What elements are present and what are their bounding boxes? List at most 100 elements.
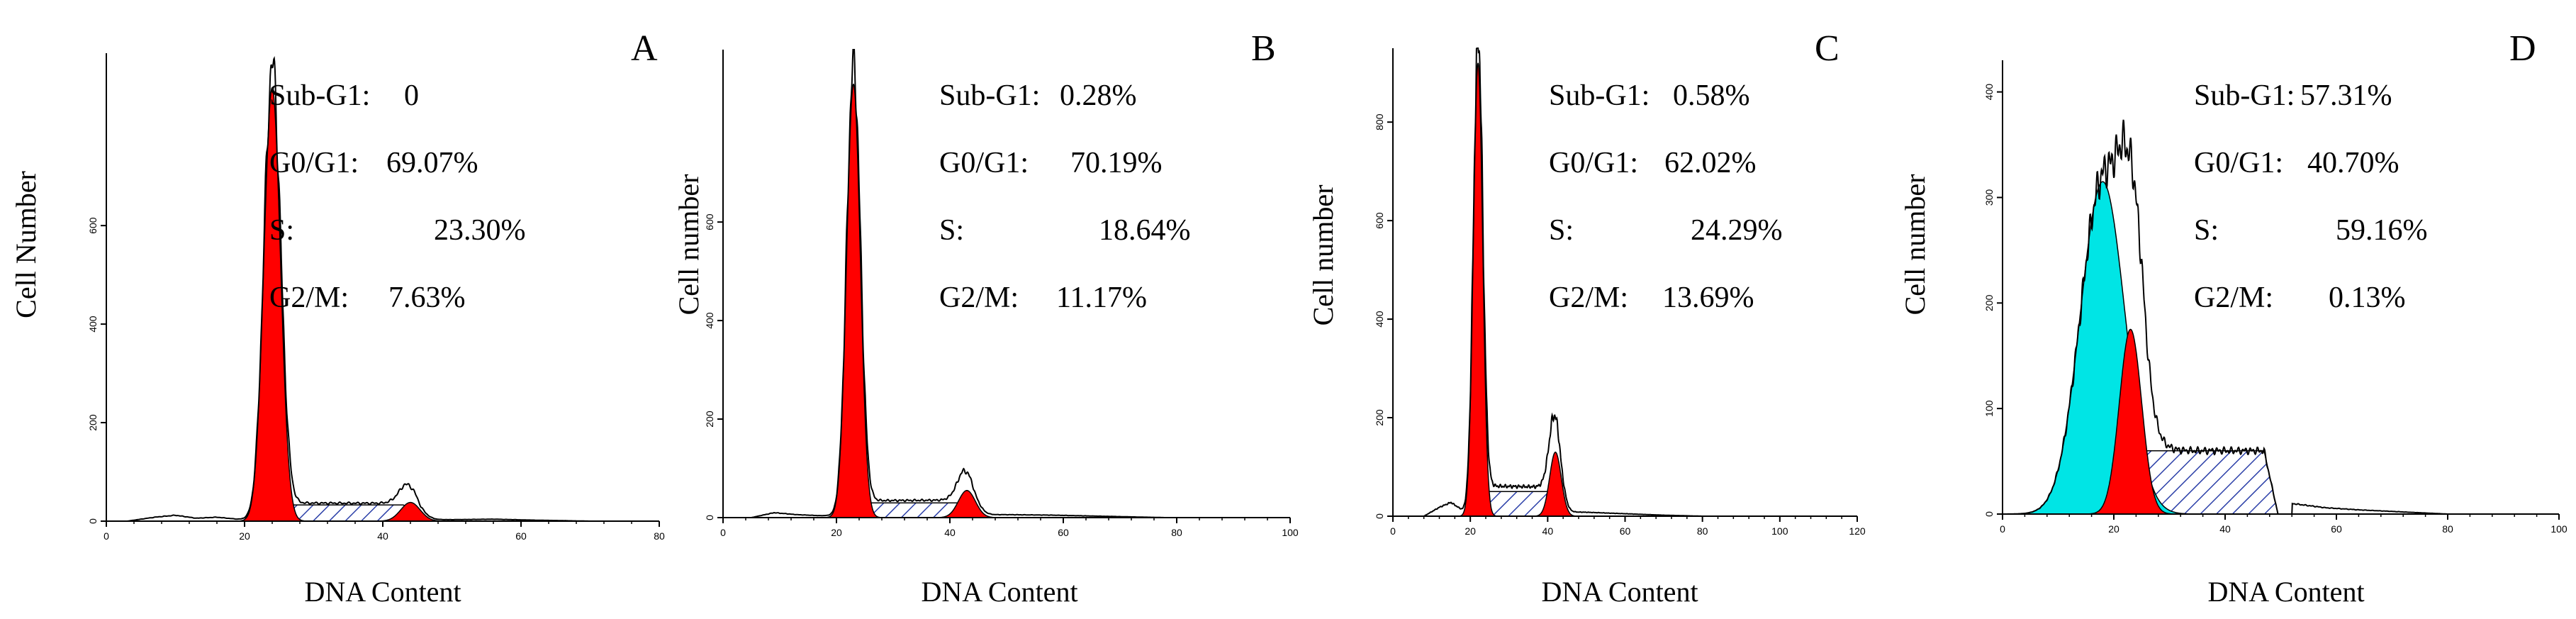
x-tick-label: 40 xyxy=(1542,525,1554,537)
y-tick-label: 600 xyxy=(87,217,99,234)
x-tick-label: 60 xyxy=(515,530,527,542)
panel-letter: A xyxy=(631,28,658,69)
histogram xyxy=(106,55,659,522)
g1-peak xyxy=(2085,328,2176,515)
x-tick-label: 40 xyxy=(944,527,956,538)
y-tick-label: 800 xyxy=(1374,113,1385,130)
y-tick-label: 600 xyxy=(1374,212,1385,229)
y-tick-label: 0 xyxy=(1374,513,1385,519)
annotation-value: 40.70% xyxy=(2307,147,2399,179)
annotation-label: G0/G1: xyxy=(939,147,1029,179)
y-tick-label: 300 xyxy=(1983,189,1995,206)
y-tick-label: 200 xyxy=(87,414,99,431)
g1-peak xyxy=(825,83,882,518)
annotation-label: S: xyxy=(1549,214,1574,247)
x-axis: 0 20 40 60 80 xyxy=(103,520,665,542)
annotation-label: G2/M: xyxy=(939,281,1019,314)
panel-a: A Cell Number DNA Content 0 20 40 60 80 … xyxy=(10,28,665,608)
y-tick-label: 0 xyxy=(87,518,99,524)
y-tick-label: 100 xyxy=(1983,400,1995,417)
x-axis-label: DNA Content xyxy=(921,576,1077,608)
annotations: Sub-G1: 0.58% G0/G1: 62.02% S: 24.29% G2… xyxy=(1549,79,1783,314)
panel-c: C Cell number DNA Content 0 20 40 60 80 … xyxy=(1307,28,1866,608)
x-axis: 0 20 40 60 80 100 xyxy=(2000,513,2567,535)
annotation-label: G0/G1: xyxy=(269,147,359,179)
x-tick-label: 100 xyxy=(1771,525,1788,537)
x-axis: 0 20 40 60 80 100 xyxy=(720,517,1299,538)
y-axis-label: Cell number xyxy=(673,174,705,316)
annotation-value: 0 xyxy=(404,79,419,112)
y-tick-label: 600 xyxy=(704,213,715,230)
x-tick-label: 20 xyxy=(2108,523,2119,535)
x-axis-label: DNA Content xyxy=(2207,576,2364,608)
panel-letter: B xyxy=(1251,28,1276,69)
x-tick-label: 40 xyxy=(2219,523,2231,535)
panel-d: D Cell number DNA Content 0 20 40 60 80 … xyxy=(1899,28,2567,608)
x-tick-label: 0 xyxy=(2000,523,2005,535)
x-tick-label: 100 xyxy=(2550,523,2567,535)
panel-b: B Cell number DNA Content 0 20 40 60 80 … xyxy=(673,28,1299,608)
annotation-value: 24.29% xyxy=(1691,214,1783,247)
y-tick-label: 200 xyxy=(1983,294,1995,311)
panel-letter: D xyxy=(2509,28,2536,69)
annotations: Sub-G1: 0 G0/G1: 69.07% S: 23.30% G2/M: … xyxy=(269,79,526,314)
x-tick-label: 20 xyxy=(831,527,842,538)
x-tick-label: 60 xyxy=(1058,527,1069,538)
y-axis-label: Cell Number xyxy=(10,171,42,318)
x-tick-label: 100 xyxy=(1282,527,1299,538)
x-axis-label: DNA Content xyxy=(1541,576,1698,608)
annotation-label: S: xyxy=(2194,214,2219,247)
x-tick-label: 40 xyxy=(377,530,388,542)
annotation-value: 11.17% xyxy=(1056,281,1147,314)
x-axis-label: DNA Content xyxy=(304,576,461,608)
x-tick-label: 80 xyxy=(654,530,665,542)
x-tick-label: 0 xyxy=(1390,525,1396,537)
annotation-value: 18.64% xyxy=(1099,214,1191,247)
g1-peak xyxy=(1459,62,1498,517)
annotation-label: Sub-G1: xyxy=(269,79,370,112)
x-tick-label: 60 xyxy=(2331,523,2342,535)
raw-histogram-line xyxy=(106,55,659,522)
annotation-label: Sub-G1: xyxy=(1549,79,1650,112)
y-axis-label: Cell number xyxy=(1899,174,1931,316)
annotation-value: 62.02% xyxy=(1664,147,1757,179)
y-tick-label: 0 xyxy=(1983,511,1995,517)
annotation-label: S: xyxy=(269,214,294,247)
y-tick-label: 400 xyxy=(87,316,99,333)
annotation-label: S: xyxy=(939,214,964,247)
annotation-label: G0/G1: xyxy=(2194,147,2283,179)
y-tick-label: 400 xyxy=(704,312,715,329)
annotation-value: 13.69% xyxy=(1662,281,1754,314)
x-tick-label: 0 xyxy=(103,530,109,542)
x-tick-label: 0 xyxy=(720,527,726,538)
y-axis: 0 200 400 600 800 xyxy=(1374,48,1394,519)
panel-letter: C xyxy=(1815,28,1839,69)
y-tick-label: 400 xyxy=(1983,84,1995,101)
annotation-value: 57.31% xyxy=(2300,79,2392,112)
y-tick-label: 400 xyxy=(1374,311,1385,328)
annotation-label: G2/M: xyxy=(2194,281,2273,314)
y-tick-label: 200 xyxy=(1374,409,1385,426)
g2m-peak xyxy=(1532,451,1579,517)
annotation-value: 59.16% xyxy=(2336,214,2428,247)
x-tick-label: 80 xyxy=(1171,527,1182,538)
x-tick-label: 80 xyxy=(2442,523,2453,535)
y-axis-label: Cell number xyxy=(1307,185,1339,326)
y-axis: 0 200 400 600 xyxy=(87,53,107,524)
y-axis: 0 100 200 300 400 xyxy=(1983,60,2003,517)
annotation-label: G2/M: xyxy=(1549,281,1628,314)
annotation-value: 7.63% xyxy=(388,281,466,314)
x-tick-label: 60 xyxy=(1620,525,1631,537)
x-tick-label: 80 xyxy=(1697,525,1708,537)
annotation-value: 0.58% xyxy=(1673,79,1750,112)
annotation-value: 70.19% xyxy=(1070,147,1163,179)
annotations: Sub-G1: 0.28% G0/G1: 70.19% S: 18.64% G2… xyxy=(939,79,1191,314)
annotation-value: 23.30% xyxy=(434,214,526,247)
histogram xyxy=(1393,48,1857,517)
x-tick-label: 120 xyxy=(1849,525,1866,537)
annotation-value: 0.13% xyxy=(2329,281,2406,314)
y-axis: 0 200 400 600 xyxy=(704,50,724,520)
x-tick-label: 20 xyxy=(1465,525,1476,537)
annotation-label: Sub-G1: xyxy=(2194,79,2295,112)
